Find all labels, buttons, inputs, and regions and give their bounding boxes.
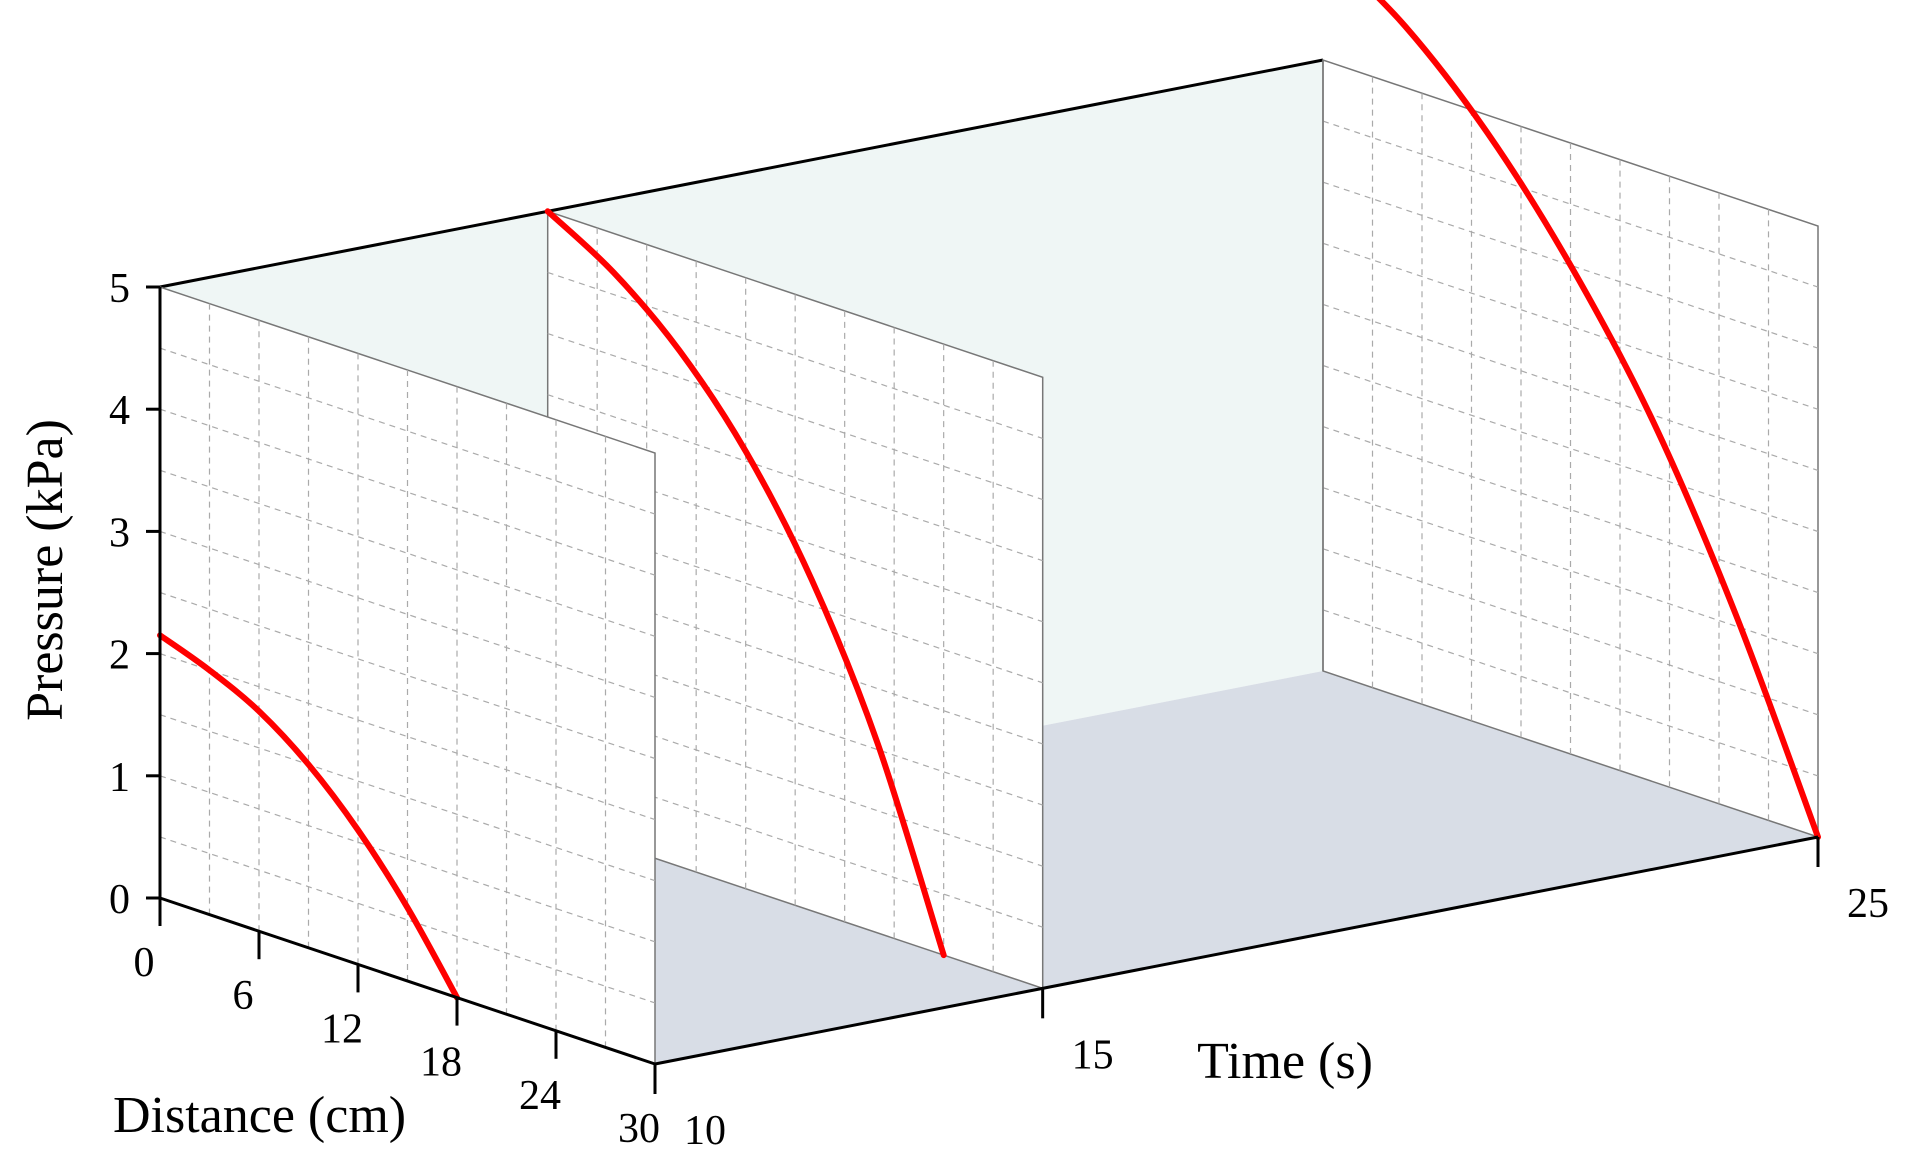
time-tick-label: 10: [684, 1108, 726, 1154]
x-axis-title: Distance (cm): [113, 1087, 406, 1144]
distance-axis: [159, 896, 656, 1066]
time-panel-25: [1322, 0, 1821, 840]
time-tick-label: 15: [1072, 1032, 1114, 1078]
distance-tick-label: 12: [321, 1006, 363, 1052]
pressure-tick-label: 3: [109, 510, 130, 556]
pressure-tick-label: 0: [109, 877, 130, 923]
pressure-tick-label: 2: [109, 633, 130, 679]
panel-face-15: [546, 210, 1044, 990]
time-panel-10: [157, 285, 656, 1066]
time-panel-15: [544, 208, 1044, 990]
labels-layer: Pressure (kPa) Distance (cm) Time (s) 0 1…: [17, 266, 1889, 1154]
pressure-tick-label: 1: [109, 755, 130, 801]
pressure-curve-15: [544, 208, 947, 959]
distance-tick-label: 24: [519, 1073, 561, 1119]
distance-tick-label: 30: [618, 1106, 660, 1152]
top-frame-edge: [159, 58, 1324, 289]
panels-layer: [157, 0, 1821, 1066]
pressure-tick-label: 5: [109, 266, 130, 312]
pressure-tick-label: 4: [109, 388, 130, 434]
axes-layer: [146, 60, 1820, 1094]
distance-tick-label: 18: [420, 1040, 462, 1086]
distance-tick-label: 0: [134, 940, 155, 986]
pressure-curve-25: [1376, 0, 1821, 840]
z-axis-title: Time (s): [1197, 1033, 1373, 1090]
y-axis-title: Pressure (kPa): [17, 419, 74, 721]
pressure-curve-10: [157, 632, 460, 1001]
distance-tick-label: 6: [233, 973, 254, 1019]
time-tick-label: 25: [1847, 881, 1889, 927]
time-axis: [654, 835, 1819, 1066]
